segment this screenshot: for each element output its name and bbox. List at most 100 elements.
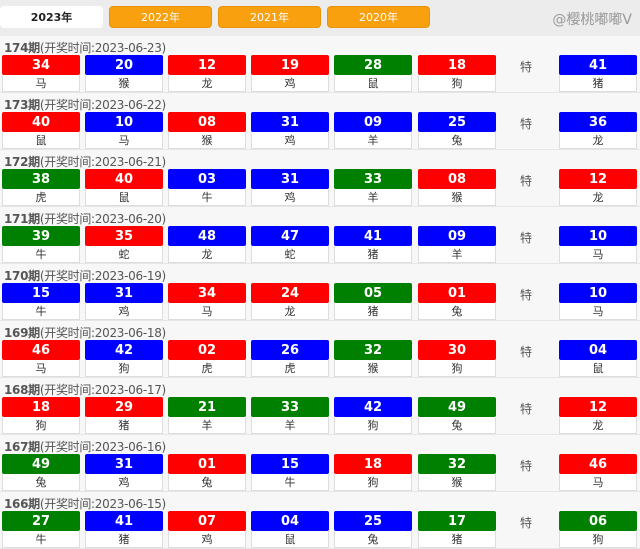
ball-number: 18	[418, 55, 496, 75]
ball-cell: 08 猴	[418, 169, 496, 206]
zodiac: 猪	[85, 417, 163, 434]
ball-cell: 21 羊	[168, 397, 246, 434]
ball-cell: 49 兔	[2, 454, 80, 491]
ball-number: 31	[251, 169, 329, 189]
tab-year-2020[interactable]: 2020年	[327, 6, 430, 28]
draw-time: (开奖时间:2023-06-20)	[39, 212, 166, 226]
ball-cell: 32 猴	[334, 340, 412, 377]
zodiac: 羊	[334, 132, 412, 149]
period: 174期	[4, 41, 40, 55]
draw-time: (开奖时间:2023-06-21)	[39, 155, 166, 169]
ball-number: 40	[85, 169, 163, 189]
special-label: 特	[520, 60, 533, 74]
ball-cell: 46 马	[2, 340, 80, 377]
ball-cell: 46 马	[559, 454, 637, 491]
draw-row: 168期(开奖时间:2023-06-17) 18 狗 29 猪 21 羊 33 羊 42 狗 49 兔特…	[0, 378, 640, 435]
ball-number: 31	[251, 112, 329, 132]
ball-number: 25	[418, 112, 496, 132]
zodiac: 兔	[418, 132, 496, 149]
ball-cell: 39 牛	[2, 226, 80, 263]
ball-number: 49	[418, 397, 496, 417]
ball-number: 33	[251, 397, 329, 417]
draw-title: 166期(开奖时间:2023-06-15)	[4, 495, 166, 512]
ball-number: 34	[2, 55, 80, 75]
ball-number: 01	[168, 454, 246, 474]
zodiac: 猴	[334, 360, 412, 377]
ball-number: 36	[559, 112, 637, 132]
ball-cell: 35 蛇	[85, 226, 163, 263]
draw-row: 172期(开奖时间:2023-06-21) 38 虎 40 鼠 03 牛 31 鸡 33 羊 08 猴特…	[0, 150, 640, 207]
ball-number: 10	[85, 112, 163, 132]
zodiac: 狗	[85, 360, 163, 377]
ball-number: 28	[334, 55, 412, 75]
ball-number: 32	[418, 454, 496, 474]
zodiac: 狗	[2, 417, 80, 434]
draw-list: 174期(开奖时间:2023-06-23) 34 马 20 猴 12 龙 19 鸡 28 鼠 18 狗特…	[0, 36, 640, 549]
ball-cell: 41 猪	[334, 226, 412, 263]
ball-number: 27	[2, 511, 80, 531]
zodiac: 虎	[251, 360, 329, 377]
zodiac: 牛	[2, 303, 80, 320]
zodiac: 鸡	[85, 303, 163, 320]
draw-row: 167期(开奖时间:2023-06-16) 49 兔 31 鸡 01 兔 15 牛 18 狗 32 猴特…	[0, 435, 640, 492]
ball-number: 02	[168, 340, 246, 360]
special-label: 特	[520, 174, 533, 188]
draw-row: 173期(开奖时间:2023-06-22) 40 鼠 10 马 08 猴 31 鸡 09 羊 25 兔特…	[0, 93, 640, 150]
zodiac: 猴	[168, 132, 246, 149]
zodiac: 猪	[334, 303, 412, 320]
period: 167期	[4, 440, 40, 454]
draw-time: (开奖时间:2023-06-17)	[39, 383, 166, 397]
ball-cell: 19 鸡	[251, 55, 329, 92]
ball-cell: 12 龙	[559, 169, 637, 206]
draw-time: (开奖时间:2023-06-15)	[39, 497, 166, 511]
zodiac: 兔	[418, 303, 496, 320]
zodiac: 兔	[334, 531, 412, 548]
ball-number: 42	[334, 397, 412, 417]
zodiac: 猪	[85, 531, 163, 548]
ball-number: 26	[251, 340, 329, 360]
zodiac: 牛	[251, 474, 329, 491]
ball-number: 07	[168, 511, 246, 531]
ball-number: 18	[334, 454, 412, 474]
special-label: 特	[520, 459, 533, 473]
zodiac: 鸡	[251, 132, 329, 149]
ball-number: 10	[559, 283, 637, 303]
ball-cell: 18 狗	[334, 454, 412, 491]
period: 166期	[4, 497, 40, 511]
ball-number: 05	[334, 283, 412, 303]
ball-cell: 04 鼠	[559, 340, 637, 377]
zodiac: 猴	[418, 474, 496, 491]
tab-year-2022[interactable]: 2022年	[109, 6, 212, 28]
zodiac: 马	[559, 303, 637, 320]
ball-cell: 10 马	[559, 226, 637, 263]
zodiac: 鸡	[251, 189, 329, 206]
ball-cell: 34 马	[168, 283, 246, 320]
ball-number: 20	[85, 55, 163, 75]
zodiac: 鸡	[85, 474, 163, 491]
tab-year-2023[interactable]: 2023年	[0, 6, 103, 28]
ball-number: 04	[251, 511, 329, 531]
zodiac: 狗	[418, 360, 496, 377]
zodiac: 兔	[418, 417, 496, 434]
ball-cell: 07 鸡	[168, 511, 246, 548]
period: 170期	[4, 269, 40, 283]
ball-number: 12	[168, 55, 246, 75]
ball-number: 49	[2, 454, 80, 474]
zodiac: 鸡	[168, 531, 246, 548]
zodiac: 鼠	[251, 531, 329, 548]
draw-time: (开奖时间:2023-06-18)	[39, 326, 166, 340]
ball-number: 10	[559, 226, 637, 246]
zodiac: 马	[168, 303, 246, 320]
tab-year-2021[interactable]: 2021年	[218, 6, 321, 28]
ball-cell: 24 龙	[251, 283, 329, 320]
ball-number: 35	[85, 226, 163, 246]
zodiac: 兔	[168, 474, 246, 491]
special-label: 特	[520, 117, 533, 131]
ball-cell: 09 羊	[334, 112, 412, 149]
period: 169期	[4, 326, 40, 340]
ball-cell: 42 狗	[334, 397, 412, 434]
draw-row: 166期(开奖时间:2023-06-15) 27 牛 41 猪 07 鸡 04 鼠 25 兔 17 猪特…	[0, 492, 640, 549]
ball-cell: 40 鼠	[85, 169, 163, 206]
zodiac: 狗	[559, 531, 637, 548]
zodiac: 鼠	[85, 189, 163, 206]
